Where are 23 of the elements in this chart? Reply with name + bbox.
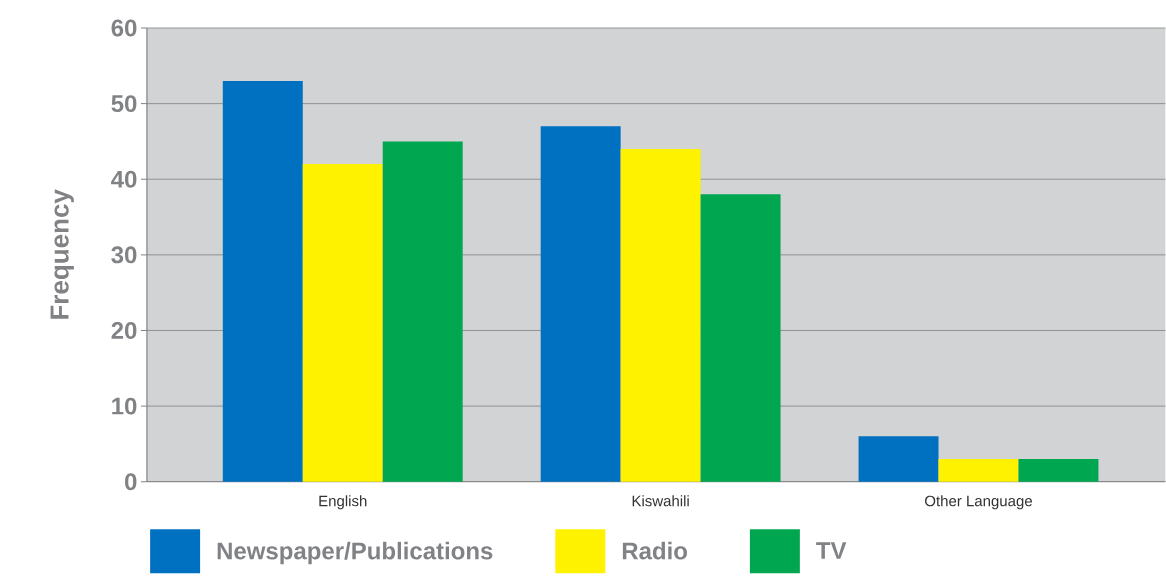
bar	[382, 141, 463, 482]
y-tick-label: 10	[112, 397, 137, 415]
y-tick-label: 30	[111, 246, 137, 264]
y-tick-label: 50	[111, 95, 137, 113]
y-tick-label: 40	[111, 170, 137, 188]
y-tick-label: 20	[111, 322, 137, 340]
bar	[858, 436, 939, 482]
legend-label: Radio	[622, 542, 687, 560]
bar	[938, 459, 1019, 482]
bar	[620, 149, 701, 482]
legend-label: TV	[816, 542, 847, 559]
bar	[1018, 459, 1099, 482]
bar	[302, 164, 383, 482]
x-tick-label: English	[319, 495, 367, 510]
x-tick-label: Kiswahili	[632, 495, 689, 507]
x-tick-label: Other Language	[925, 495, 1032, 510]
y-tick-label: 0	[125, 473, 137, 491]
bar	[540, 126, 621, 482]
y-axis-title: Frequency	[50, 189, 74, 319]
bar	[700, 194, 781, 482]
bar	[222, 81, 303, 482]
y-tick-label: 60	[111, 19, 137, 37]
legend-label: Newspaper/Publications	[217, 542, 493, 565]
